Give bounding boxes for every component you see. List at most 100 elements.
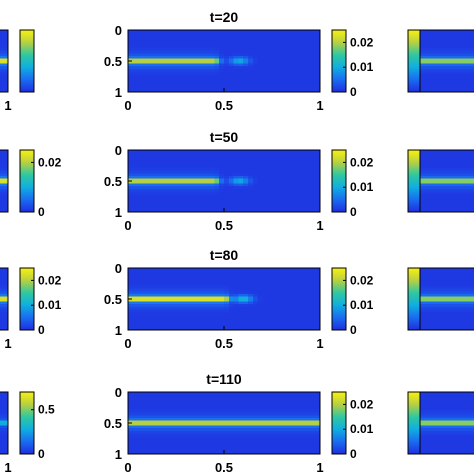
heatmap-cell-4 (310, 175, 316, 179)
heatmap-cell-4 (190, 170, 196, 174)
heatmap-cell-1 (161, 48, 167, 52)
heatmap-cell-1 (315, 66, 321, 70)
heatmap-cell-4 (281, 175, 287, 179)
heatmap-cell-1 (300, 45, 306, 49)
heatmap-cell-1 (132, 42, 138, 46)
heatmap-cell-1 (204, 42, 210, 46)
heatmap-cell-2 (424, 68, 430, 72)
heatmap-cell-1 (267, 32, 273, 36)
heatmap-cell-0 (1, 79, 6, 83)
heatmap-cell-1 (281, 89, 287, 93)
heatmap-cell-2 (442, 63, 448, 67)
heatmap-cell-4 (305, 191, 311, 195)
heatmap-cell-4 (286, 199, 292, 203)
heatmap-cell-4 (204, 186, 210, 190)
heatmap-cell-2 (442, 84, 448, 88)
heatmap-cell-4 (238, 186, 244, 190)
heatmap-cell-4 (161, 175, 167, 179)
heatmap-cell-1 (132, 50, 138, 54)
heatmap-cell-1 (310, 79, 316, 83)
heatmap-cell-1 (214, 30, 220, 33)
heatmap-cell-4 (305, 206, 311, 210)
heatmap-cell-1 (152, 32, 158, 36)
heatmap-cell-1 (156, 66, 162, 70)
heatmap-cell-3 (1, 175, 6, 179)
heatmap-cell-1 (243, 48, 249, 52)
heatmap-cell-1 (147, 53, 153, 57)
y-tick-label-4-1: 0.5 (104, 174, 122, 189)
heatmap-cell-2 (465, 61, 470, 64)
heatmap-cell-4 (147, 204, 153, 208)
heatmap-cell-1 (156, 76, 162, 80)
heatmap-cell-1 (156, 48, 162, 52)
heatmap-cell-4 (132, 157, 138, 161)
heatmap-cell-3 (0, 206, 2, 210)
heatmap-cell-3 (4, 181, 9, 184)
heatmap-cell-1 (166, 89, 172, 93)
heatmap-cell-4 (228, 178, 234, 182)
heatmap-cell-2 (442, 40, 448, 44)
heatmap-cell-4 (147, 209, 153, 213)
heatmap-cell-1 (257, 86, 263, 90)
heatmap-cell-2 (433, 79, 439, 83)
heatmap-cell-1 (171, 37, 177, 41)
heatmap-cell-4 (185, 173, 191, 177)
heatmap-cell-0 (4, 35, 9, 39)
heatmap-cell-4 (190, 206, 196, 210)
heatmap-cell-4 (243, 152, 249, 156)
heatmap-cell-1 (142, 61, 148, 64)
heatmap-cell-1 (142, 84, 148, 88)
heatmap-cell-1 (315, 45, 321, 49)
heatmap-cell-4 (142, 150, 148, 153)
heatmap-cell-1 (224, 81, 230, 85)
heatmap-cell-3 (1, 209, 6, 213)
heatmap-cell-2 (460, 32, 466, 36)
heatmap-cell-1 (291, 71, 297, 75)
heatmap-cell-3 (1, 188, 6, 192)
heatmap-cell-1 (281, 48, 287, 52)
heatmap-cell-4 (166, 186, 172, 190)
heatmap-cell-1 (291, 76, 297, 80)
heatmap-cell-1 (305, 48, 311, 52)
heatmap-cell-2 (460, 89, 466, 93)
heatmap-cell-1 (214, 48, 220, 52)
heatmap-cell-1 (243, 71, 249, 75)
heatmap-cell-1 (185, 86, 191, 90)
heatmap-cell-1 (310, 84, 316, 88)
heatmap-cell-4 (209, 199, 215, 203)
heatmap-cell-1 (137, 58, 143, 62)
heatmap-cell-2 (447, 66, 452, 70)
heatmap-cell-1 (296, 55, 302, 59)
heatmap-cell-1 (286, 86, 292, 90)
heatmap-cell-4 (185, 150, 191, 153)
heatmap-cell-1 (276, 45, 282, 49)
heatmap-cell-1 (262, 35, 268, 39)
heatmap-cell-4 (305, 181, 311, 184)
heatmap-cell-1 (156, 79, 162, 83)
heatmap-cell-4 (272, 193, 278, 197)
heatmap-cell-4 (195, 201, 201, 205)
heatmap-cell-4 (147, 181, 153, 184)
heatmap-cell-4 (214, 155, 220, 159)
heatmap-cell-4 (233, 193, 239, 197)
heatmap-cell-1 (267, 61, 273, 64)
heatmap-cell-4 (200, 173, 206, 177)
heatmap-cell-4 (219, 157, 225, 161)
heatmap-cell-1 (291, 73, 297, 77)
heatmap-cell-1 (180, 66, 186, 70)
heatmap-cell-1 (161, 37, 167, 41)
heatmap-cell-1 (305, 89, 311, 93)
heatmap-cell-1 (238, 58, 244, 62)
heatmap-cell-1 (286, 32, 292, 36)
heatmap-cell-1 (176, 73, 182, 77)
heatmap-cell-4 (315, 204, 321, 208)
heatmap-cell-2 (433, 37, 439, 41)
heatmap-cell-1 (142, 45, 148, 49)
heatmap-cell-2 (420, 48, 425, 52)
heatmap-cell-0 (1, 48, 6, 52)
heatmap-cell-3 (0, 183, 2, 187)
heatmap-cell-4 (185, 165, 191, 169)
heatmap-cell-0 (4, 42, 9, 46)
heatmap-cell-4 (238, 196, 244, 200)
heatmap-cell-4 (142, 181, 148, 184)
